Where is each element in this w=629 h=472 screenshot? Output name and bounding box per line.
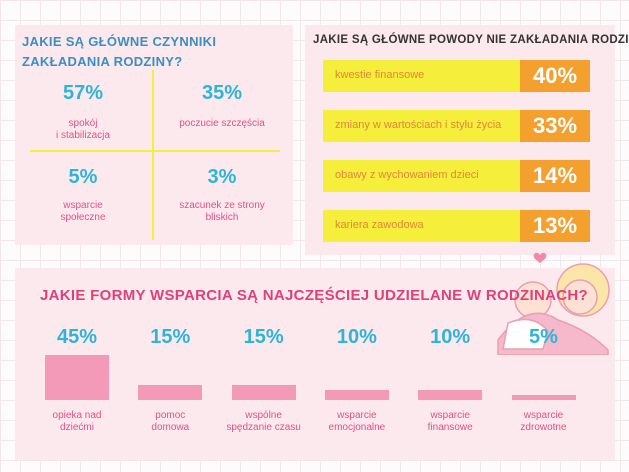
illustration	[497, 252, 610, 355]
value-box	[520, 160, 590, 192]
bar	[324, 390, 389, 400]
value-label: 15%	[243, 326, 284, 348]
stat-label: spokój i stabilizacja	[56, 118, 110, 141]
bar-background	[323, 110, 520, 142]
stat-value: 3%	[207, 166, 237, 188]
chart-title: JAKIE SĄ GŁÓWNE POWODY NIE ZAKŁADANIA RO…	[313, 34, 629, 46]
bar-background	[323, 210, 520, 242]
bar	[138, 385, 203, 400]
value-label: 13%	[532, 213, 578, 238]
x-tick-label: wsparcie emocjonalne	[328, 410, 386, 433]
divider	[30, 150, 280, 152]
stat-label: poczucie szczęścia	[179, 118, 265, 129]
chart-title: JAKIE FORMY WSPARCIA SĄ NAJCZĘŚCIEJ UDZI…	[40, 287, 588, 304]
stat-label: szacunek ze strony bliskich	[179, 200, 265, 223]
stat-value: 35%	[201, 82, 243, 104]
bar	[511, 395, 576, 400]
value-label: 45%	[56, 326, 98, 348]
panel-factors	[15, 25, 293, 245]
stat-value: 57%	[62, 82, 104, 104]
value-label: 40%	[532, 63, 578, 88]
value-box	[520, 210, 590, 242]
bar-category: kwestie finansowe	[335, 69, 425, 81]
value-box	[520, 60, 590, 92]
bar	[231, 385, 296, 400]
x-tick-label: pomoc domowa	[151, 410, 190, 433]
value-label: 5%	[529, 326, 558, 348]
value-label: 10%	[336, 326, 377, 348]
x-tick-label: opieka nad dziećmi	[52, 410, 102, 433]
value-label: 14%	[532, 163, 578, 188]
bar-category: zmiany w wartościach i stylu życia	[335, 119, 502, 131]
bar	[418, 390, 483, 400]
x-tick-label: wsparcie finansowe	[427, 410, 473, 433]
bar-category: kariera zawodowa	[335, 219, 424, 231]
divider	[152, 70, 154, 240]
x-tick-label: wspólne spędzanie czasu	[226, 410, 301, 433]
bar-background	[323, 160, 520, 192]
stat-label: wsparcie społeczne	[60, 200, 106, 223]
chart-title: JAKIE SĄ GŁÓWNE CZYNNIKI ZAKŁADANIA RODZ…	[22, 34, 217, 69]
bar-background	[323, 60, 520, 92]
value-box	[520, 110, 590, 142]
value-label: 33%	[532, 113, 578, 138]
value-label: 15%	[150, 326, 191, 348]
stat-value: 5%	[68, 166, 98, 188]
x-tick-label: wsparcie zdrowotne	[520, 410, 567, 433]
bar	[45, 355, 109, 400]
value-label: 10%	[430, 326, 471, 348]
bar-category: obawy z wychowaniem dzieci	[335, 169, 479, 181]
